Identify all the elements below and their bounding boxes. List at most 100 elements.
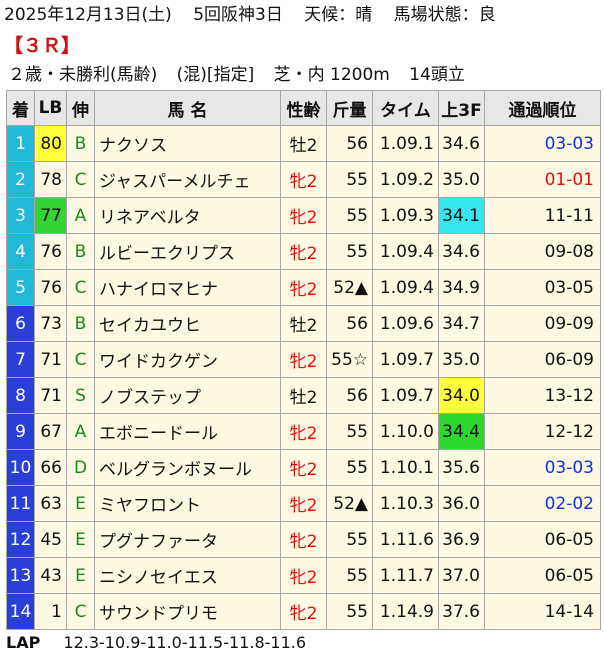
time-cell: 1.10.0 <box>372 413 439 450</box>
sex-age-cell: 牝2 <box>280 557 327 594</box>
col-header-name: 馬 名 <box>94 90 281 126</box>
col-header-sex-age: 性齢 <box>280 90 327 126</box>
sex-age-cell: 牝2 <box>280 521 327 558</box>
last3f-cell: 35.6 <box>438 449 485 486</box>
pos-cell: 6 <box>6 305 35 342</box>
nobi-cell: B <box>66 305 95 342</box>
table-row: 1 80 B ナクソス 牡2 56 1.09.1 34.6 03-03 <box>6 125 601 162</box>
table-row: 12 45 E プグナファータ 牝2 55 1.11.6 36.9 06-05 <box>6 521 601 558</box>
lap-times: LAP 12.3-10.9-11.0-11.5-11.8-11.6 <box>6 633 306 652</box>
pos-cell: 5 <box>6 269 35 306</box>
pos-cell: 9 <box>6 413 35 450</box>
sex-age-cell: 牡2 <box>280 377 327 414</box>
time-cell: 1.09.7 <box>372 341 439 378</box>
nobi-cell: B <box>66 125 95 162</box>
corners-cell: 02-02 <box>484 485 601 522</box>
lb-cell: 71 <box>34 377 67 414</box>
last3f-cell: 34.0 <box>438 377 485 414</box>
horse-name: プグナファータ <box>94 521 281 558</box>
corners-cell: 06-05 <box>484 557 601 594</box>
sex-age-cell: 牡2 <box>280 125 327 162</box>
nobi-cell: A <box>66 197 95 234</box>
sex-age-cell: 牝2 <box>280 269 327 306</box>
race-header: 2025年12月13日(土) 5回阪神3日 天候：晴 馬場状態：良 <box>4 3 512 27</box>
last3f-cell: 34.9 <box>438 269 485 306</box>
time-cell: 1.09.1 <box>372 125 439 162</box>
corners-cell: 09-09 <box>484 305 601 342</box>
table-row: 8 71 S ノブステップ 牡2 56 1.09.7 34.0 13-12 <box>6 377 601 414</box>
pos-cell: 13 <box>6 557 35 594</box>
pos-cell: 14 <box>6 593 35 630</box>
time-cell: 1.10.1 <box>372 449 439 486</box>
table-row: 9 67 A エボニードール 牝2 55 1.10.0 34.4 12-12 <box>6 413 601 450</box>
weight-cell: 56 <box>326 377 373 414</box>
lb-cell: 67 <box>34 413 67 450</box>
last3f-cell: 34.7 <box>438 305 485 342</box>
nobi-cell: S <box>66 377 95 414</box>
pos-cell: 4 <box>6 233 35 270</box>
weight-cell: 52▲ <box>326 485 373 522</box>
nobi-cell: C <box>66 269 95 306</box>
weight-cell: 55 <box>326 233 373 270</box>
nobi-cell: E <box>66 521 95 558</box>
nobi-cell: C <box>66 593 95 630</box>
lb-cell: 73 <box>34 305 67 342</box>
table-row: 3 77 A リネアベルタ 牝2 55 1.09.3 34.1 11-11 <box>6 197 601 234</box>
time-cell: 1.14.9 <box>372 593 439 630</box>
last3f-cell: 34.6 <box>438 233 485 270</box>
lb-cell: 76 <box>34 233 67 270</box>
lb-cell: 71 <box>34 341 67 378</box>
weight-cell: 55 <box>326 521 373 558</box>
horse-name: ニシノセイエス <box>94 557 281 594</box>
nobi-cell: D <box>66 449 95 486</box>
lb-cell: 66 <box>34 449 67 486</box>
sex-age-cell: 牝2 <box>280 233 327 270</box>
table-row: 7 71 C ワイドカクゲン 牝2 55☆ 1.09.7 35.0 06-09 <box>6 341 601 378</box>
table-row: 14 1 C サウンドプリモ 牝2 55 1.14.9 37.6 14-14 <box>6 593 601 630</box>
lb-cell: 80 <box>34 125 67 162</box>
horse-name: サウンドプリモ <box>94 593 281 630</box>
col-header-weight: 斤量 <box>326 90 373 126</box>
lap-values: 12.3-10.9-11.0-11.5-11.8-11.6 <box>63 633 307 652</box>
horse-name: ハナイロマヒナ <box>94 269 281 306</box>
horse-name: ルビーエクリプス <box>94 233 281 270</box>
weight-cell: 55☆ <box>326 341 373 378</box>
sex-age-cell: 牝2 <box>280 449 327 486</box>
corners-cell: 14-14 <box>484 593 601 630</box>
weight-cell: 55 <box>326 557 373 594</box>
corners-cell: 11-11 <box>484 197 601 234</box>
horse-name: エボニードール <box>94 413 281 450</box>
pos-cell: 10 <box>6 449 35 486</box>
time-cell: 1.09.2 <box>372 161 439 198</box>
sex-age-cell: 牝2 <box>280 341 327 378</box>
pos-cell: 11 <box>6 485 35 522</box>
table-row: 11 63 E ミヤフロント 牝2 52▲ 1.10.3 36.0 02-02 <box>6 485 601 522</box>
weight-cell: 55 <box>326 197 373 234</box>
col-header-pos: 着 <box>6 90 35 126</box>
sex-age-cell: 牝2 <box>280 161 327 198</box>
last3f-cell: 35.0 <box>438 161 485 198</box>
pos-cell: 7 <box>6 341 35 378</box>
lb-cell: 1 <box>34 593 67 630</box>
nobi-cell: B <box>66 233 95 270</box>
table-row: 10 66 D ベルグランボヌール 牝2 55 1.10.1 35.6 03-03 <box>6 449 601 486</box>
lb-cell: 78 <box>34 161 67 198</box>
lb-cell: 43 <box>34 557 67 594</box>
last3f-cell: 37.0 <box>438 557 485 594</box>
last3f-cell: 34.1 <box>438 197 485 234</box>
weight-cell: 52▲ <box>326 269 373 306</box>
table-row: 6 73 B セイカユウヒ 牡2 56 1.09.6 34.7 09-09 <box>6 305 601 342</box>
time-cell: 1.09.4 <box>372 233 439 270</box>
sex-age-cell: 牡2 <box>280 305 327 342</box>
weight-cell: 55 <box>326 161 373 198</box>
nobi-cell: A <box>66 413 95 450</box>
horse-name: ワイドカクゲン <box>94 341 281 378</box>
time-cell: 1.11.7 <box>372 557 439 594</box>
weight-cell: 55 <box>326 413 373 450</box>
corners-cell: 09-08 <box>484 233 601 270</box>
time-cell: 1.09.7 <box>372 377 439 414</box>
race-course: 芝・内 1200m <box>273 65 390 85</box>
race-class: ２歳・未勝利(馬齢) <box>8 65 158 85</box>
last3f-cell: 36.0 <box>438 485 485 522</box>
corners-cell: 01-01 <box>484 161 601 198</box>
